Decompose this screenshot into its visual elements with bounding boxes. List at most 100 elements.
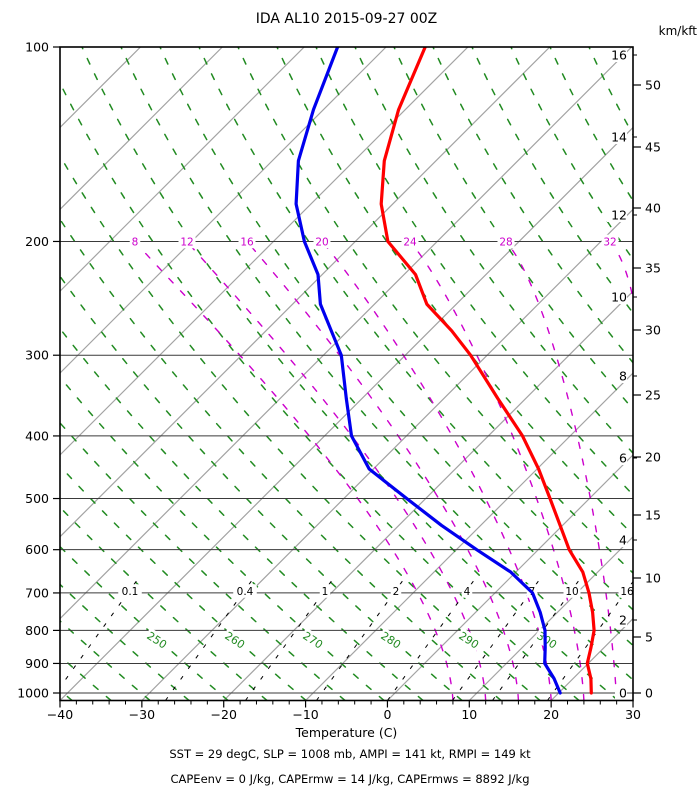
- footer-line-2: CAPEenv = 0 J/kg, CAPErmw = 14 J/kg, CAP…: [170, 772, 530, 786]
- theta-label-bg: [454, 627, 484, 653]
- dry-adiabat-line: [60, 327, 424, 701]
- pressure-tick-label: 200: [25, 234, 49, 249]
- pressure-tick-label: 1000: [17, 686, 49, 701]
- x-tick-label: −40: [47, 707, 73, 722]
- isotherm-line: [60, 47, 633, 620]
- mixing-ratio-label-bg: [390, 584, 402, 598]
- dry-adiabat-line: [60, 464, 307, 701]
- pressure-tick-label: 500: [25, 491, 49, 506]
- isotherm-line: [60, 47, 305, 293]
- dry-adiabat-line: [60, 655, 112, 701]
- pressure-tick-label: 300: [25, 348, 49, 363]
- theta-label-bg: [220, 627, 250, 653]
- km-tick-label: 8: [619, 369, 627, 384]
- dry-adiabat-line: [60, 274, 463, 701]
- moist-adiabat-line: [134, 240, 454, 701]
- mixing-ratio-label-bg: [461, 584, 473, 598]
- pressure-tick-label: 700: [25, 585, 49, 600]
- moist-adiabat-label: 32: [603, 236, 616, 248]
- dry-adiabat-line: [60, 689, 73, 701]
- dry-adiabat-line: [81, 47, 619, 701]
- dry-adiabat-line: [354, 47, 633, 455]
- moist-adiabat-label-bg: [401, 234, 419, 249]
- moist-adiabat-line: [246, 240, 520, 701]
- isotherm-line: [632, 699, 633, 701]
- chart-title: IDA AL10 2015-09-27 00Z: [255, 11, 438, 27]
- dry-adiabat-line: [510, 47, 633, 261]
- dry-adiabat-line: [159, 47, 633, 647]
- moist-adiabat-label: 28: [499, 236, 512, 248]
- x-axis-label: Temperature (C): [295, 725, 398, 740]
- moist-adiabat-line: [609, 240, 633, 303]
- km-tick-label: 16: [611, 48, 627, 63]
- x-tick-label: 20: [543, 707, 559, 722]
- x-tick-label: −30: [129, 707, 155, 722]
- dry-adiabat-line: [549, 47, 633, 202]
- mixing-ratio-label: 1: [322, 586, 329, 598]
- pressure-tick-label: 100: [25, 40, 49, 55]
- blue_curve: [294, 47, 562, 695]
- dry-adiabat-line: [60, 506, 268, 701]
- mixing-ratio-label: 2: [393, 586, 400, 598]
- dry-adiabat-line: [276, 47, 633, 536]
- moist-adiabat-label-bg: [178, 234, 196, 249]
- mixing-ratio-label: 4: [464, 586, 471, 598]
- dry-adiabat-line: [60, 421, 346, 701]
- kft-tick-label: 45: [645, 140, 661, 155]
- isotherm-line: [60, 47, 223, 211]
- dry-adiabat-line: [60, 217, 502, 701]
- theta-label-bg: [142, 627, 172, 653]
- moist-adiabat-label: 12: [180, 236, 193, 248]
- kft-tick-label: 10: [645, 571, 661, 586]
- mixing-ratio-label-bg: [118, 584, 142, 598]
- kft-tick-label: 30: [645, 323, 661, 338]
- mixing-ratio-label-bg: [233, 584, 257, 598]
- isotherm-line: [0, 47, 59, 701]
- kft-tick-label: 20: [645, 450, 661, 465]
- dry-adiabat-line: [120, 47, 633, 681]
- km-label-bg: [607, 290, 627, 304]
- moist-adiabat-label: 16: [240, 236, 254, 248]
- km-tick-label: 14: [611, 130, 627, 145]
- dry-adiabat-line: [60, 154, 541, 701]
- sounding-curves: [294, 47, 596, 695]
- km-tick-label: 6: [619, 451, 627, 466]
- km-tick-label: 12: [611, 208, 627, 223]
- km-tick-label: 4: [619, 533, 627, 548]
- isotherm-line: [305, 372, 633, 701]
- mixing-ratio-label-bg: [618, 584, 636, 598]
- dry-adiabat-line: [60, 81, 580, 701]
- dry-adiabat-line: [315, 47, 633, 496]
- kft-tick-label: 0: [645, 686, 653, 701]
- moist-adiabat-label-bg: [129, 234, 141, 249]
- x-tick-label: 30: [625, 707, 641, 722]
- km-label-bg: [615, 533, 627, 547]
- km-label-bg: [607, 48, 627, 62]
- x-tick-label: 10: [461, 707, 477, 722]
- km-label-bg: [615, 613, 627, 627]
- isotherm-line: [60, 47, 141, 129]
- moist-adiabat-label: 8: [132, 236, 139, 248]
- x-tick-label: −10: [292, 707, 318, 722]
- red_curve: [379, 47, 596, 695]
- moist-adiabat-line: [505, 240, 618, 701]
- theta-label-bg: [298, 627, 328, 653]
- km-tick-label: 0: [619, 686, 627, 701]
- theta-label-bg: [532, 627, 562, 653]
- kft-tick-label: 5: [645, 630, 653, 645]
- isotherm-line: [468, 535, 633, 701]
- dry-adiabat-line: [198, 47, 633, 611]
- moist-adiabat-line: [321, 240, 552, 701]
- kft-tick-label: 40: [645, 201, 661, 216]
- dry-adiabat-line: [393, 47, 633, 411]
- moist-adiabat-label-bg: [238, 234, 256, 249]
- isotherm-line: [60, 47, 469, 456]
- dry-adiabat-line: [60, 376, 385, 701]
- moist-adiabat-label: 24: [403, 236, 417, 248]
- pressure-tick-label: 400: [25, 428, 49, 443]
- dry-adiabat-line: [471, 47, 633, 315]
- km-label-bg: [615, 369, 627, 383]
- plot-border: [59, 46, 634, 702]
